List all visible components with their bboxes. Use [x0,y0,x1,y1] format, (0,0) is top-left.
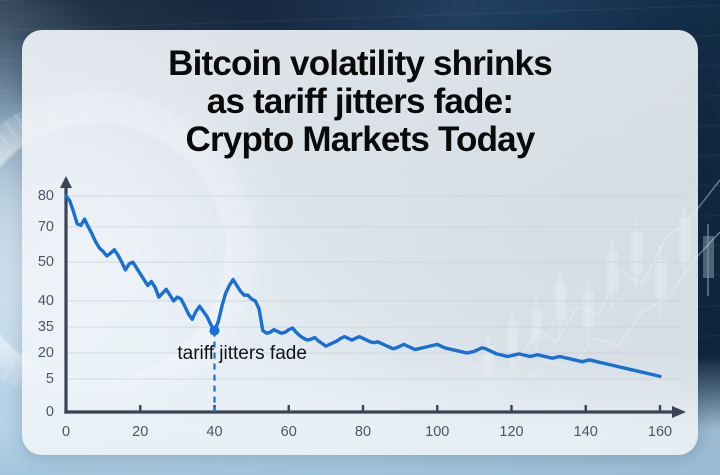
x-axis-tick-label: 140 [573,424,598,440]
y-axis-tick-label: 50 [37,254,54,271]
x-axis-tick-label: 160 [647,424,673,440]
chart-annotation-label: tariff jitters fade [177,343,307,365]
y-axis-tick-label: 70 [37,218,54,235]
chart-svg [60,176,686,418]
x-axis-tick-label: 0 [61,424,71,440]
y-axis-tick-label: 40 [37,292,54,309]
x-axis-tick-label: 80 [354,424,372,440]
x-axis-tick-label: 100 [425,424,450,440]
page-title: Bitcoin volatility shrinks as tariff jit… [22,44,698,160]
y-axis-tick-label: 80 [37,188,54,204]
y-axis-tick-label: 35 [37,319,54,336]
x-axis-tick-label: 20 [132,424,149,440]
title-line-3: Crypto Markets Today [185,120,536,160]
volatility-line-chart: 0 5 20 35 40 50 70 80 0 20 40 60 80 100 120 140 160 tari… [22,30,698,455]
x-axis-tick-label: 120 [499,424,524,440]
x-axis-tick-label: 60 [280,424,297,440]
y-axis-tick-label: 20 [37,345,54,362]
x-axis-tick-label: 40 [206,424,223,440]
title-line-1: Bitcoin volatility shrinks [168,44,553,83]
title-line-2: as tariff jitters fade: [206,82,514,122]
y-axis-tick-label: 0 [45,404,54,420]
y-axis-tick-label: 5 [45,370,54,387]
content-card: Bitcoin volatility shrinks as tariff jit… [22,30,698,455]
